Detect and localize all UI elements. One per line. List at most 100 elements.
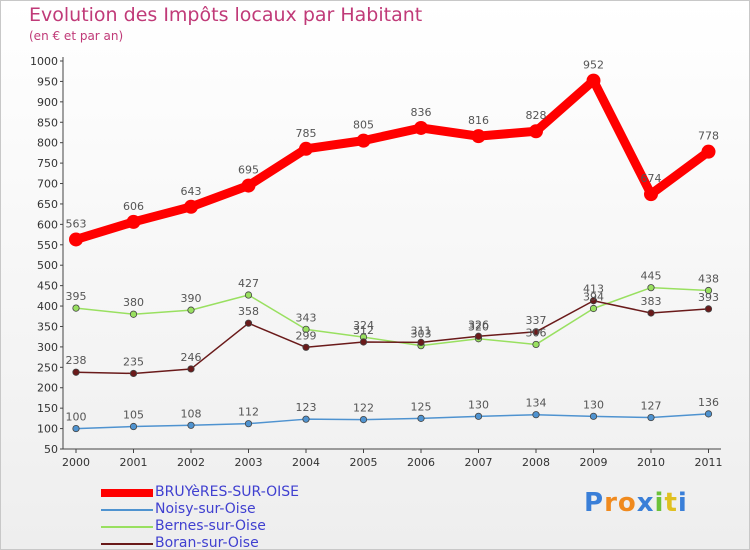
data-label: 127 [641,400,662,413]
y-tick-label: 700 [37,178,58,191]
data-point [187,421,195,429]
data-label: 320 [468,321,489,334]
data-label: 695 [238,164,259,177]
x-tick-label: 2010 [637,456,665,469]
series-line-0 [71,76,713,244]
data-label: 643 [181,185,202,198]
data-label: 136 [698,396,719,409]
data-point [589,297,598,305]
data-point [187,365,195,373]
data-label: 123 [296,401,317,414]
data-label: 312 [353,324,374,337]
data-point [72,368,80,376]
data-point [417,338,425,347]
y-tick-label: 300 [37,341,58,354]
data-point [129,369,138,378]
data-label: 105 [123,409,144,422]
y-tick-label: 850 [37,116,58,129]
x-tick-label: 2007 [465,456,493,469]
data-point [126,214,141,229]
chart-subtitle: (en € et par an) [29,29,124,43]
data-point [474,332,483,340]
y-tick-label: 200 [37,382,58,395]
data-point [69,232,83,247]
series-line-3 [75,299,710,375]
data-label: 112 [238,406,259,419]
y-tick-label: 900 [37,96,58,109]
data-point [129,422,138,431]
data-label: 438 [698,273,719,286]
x-tick-label: 2002 [177,456,205,469]
data-label: 445 [641,270,662,283]
data-point [302,325,310,333]
data-label: 238 [66,354,87,367]
data-point [302,415,310,423]
data-label: 299 [296,329,317,342]
data-label: 805 [353,119,374,132]
logo-letter: t [664,488,678,518]
legend-swatch [101,526,153,528]
y-tick-label: 550 [37,239,58,252]
data-point [184,199,198,214]
data-label: 383 [641,295,662,308]
series-line-1 [75,413,710,430]
data-point [471,129,486,144]
data-point [241,178,256,193]
data-point [474,412,483,420]
data-label: 343 [296,311,317,324]
x-tick-label: 2006 [407,456,435,469]
data-label: 427 [238,277,259,290]
data-label: 393 [698,291,719,304]
data-label: 100 [66,411,87,424]
data-point [532,340,540,349]
legend-label: Noisy-sur-Oise [155,501,256,517]
legend-label: Bernes-sur-Oise [155,518,266,534]
data-point [647,413,655,422]
y-tick-label: 400 [37,300,58,313]
data-label: 326 [468,318,489,331]
data-point [299,141,313,156]
data-point [532,411,540,419]
data-label: 130 [583,398,604,411]
data-point [72,304,80,312]
x-tick-label: 2003 [235,456,263,469]
data-point [187,306,195,314]
chart-title: Evolution des Impôts locaux par Habitant [29,4,423,26]
data-label: 358 [238,305,259,318]
x-tick-label: 2000 [62,456,90,469]
logo-letter: i [654,488,665,518]
data-point [586,73,601,88]
data-label: 828 [526,109,547,122]
data-label: 380 [123,296,144,309]
legend-label: Boran-sur-Oise [155,535,259,550]
y-tick-label: 350 [37,320,58,333]
legend-label: BRUYèRES-SUR-OISE [155,484,300,500]
legend-swatch [101,509,153,511]
data-label: 674 [641,172,662,185]
data-label: 130 [468,398,489,411]
logo-letter: r [604,488,618,518]
logo-letter: o [617,488,637,518]
y-tick-label: 150 [37,402,58,415]
data-label: 952 [583,59,604,72]
legend-swatch [101,543,153,545]
data-label: 108 [181,407,202,420]
data-point [644,187,658,202]
y-tick-label: 50 [44,443,58,456]
data-point [701,144,716,159]
data-label: 122 [353,402,374,415]
x-tick-label: 2001 [120,456,148,469]
logo-letter: x [636,488,655,518]
data-point [417,414,425,422]
y-tick-label: 100 [37,423,58,436]
data-point [356,133,371,148]
data-point [414,120,428,135]
y-tick-label: 750 [37,157,58,170]
y-tick-label: 650 [37,198,58,211]
data-point [532,328,540,336]
data-point [244,420,253,428]
x-tick-label: 2005 [350,456,378,469]
data-label: 303 [411,328,432,341]
